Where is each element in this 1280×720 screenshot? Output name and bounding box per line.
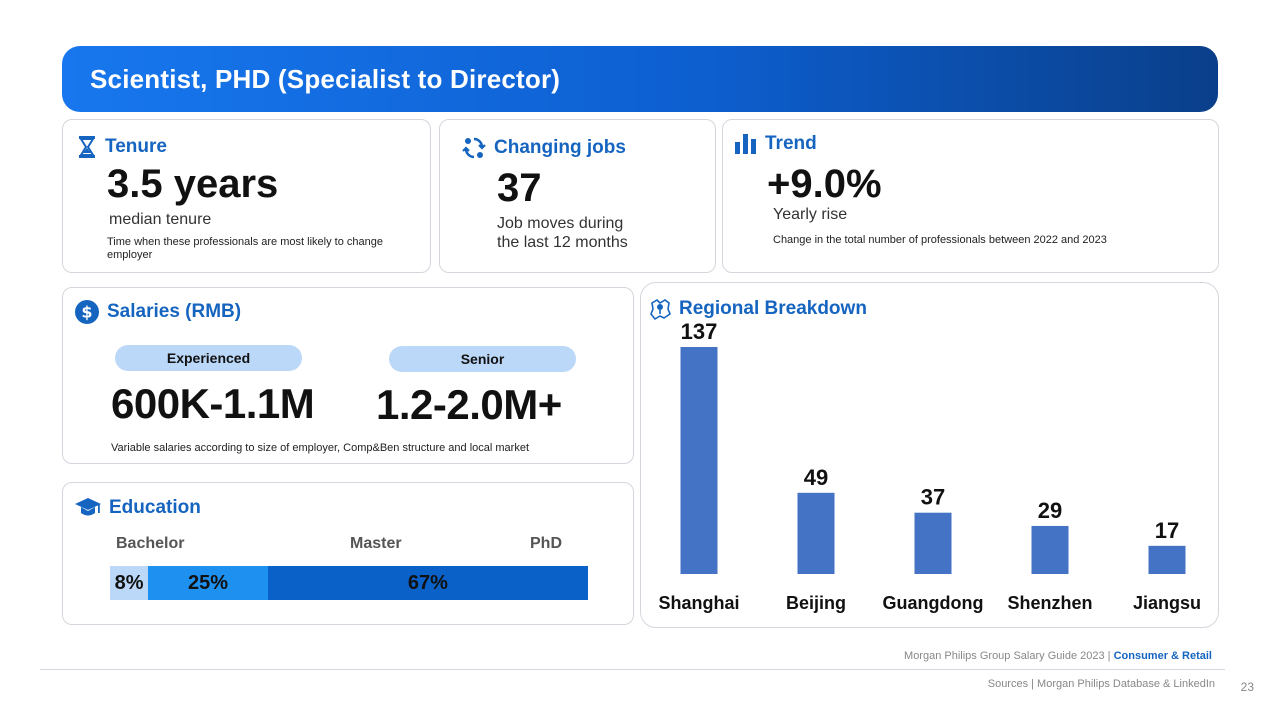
education-label-master: Master [350, 535, 402, 552]
bar-jiangsu [1148, 545, 1186, 574]
changing-jobs-title: Changing jobs [462, 136, 626, 160]
footer-sources: Sources | Morgan Philips Database & Link… [987, 678, 1215, 690]
map-pin-icon [649, 297, 671, 321]
bar-value-label: 137 [681, 319, 718, 344]
category-label: Beijing [786, 593, 846, 613]
trend-note: Change in the total number of profession… [773, 234, 1107, 246]
hourglass-icon [77, 136, 97, 158]
changing-jobs-value: 37 [497, 166, 542, 210]
tenure-label: median tenure [109, 211, 212, 228]
tenure-title-label: Tenure [105, 136, 167, 157]
graduation-cap-icon [75, 496, 101, 520]
footer-guide-accent: Consumer & Retail [1113, 650, 1212, 662]
footer-guide-text: Morgan Philips Group Salary Guide 2023 | [904, 650, 1111, 662]
changing-jobs-label-1: Job moves during [497, 215, 624, 232]
footer-divider [40, 669, 1225, 670]
category-label: Guangdong [883, 593, 984, 613]
experienced-pill: Experienced [115, 345, 302, 371]
education-title: Education [75, 496, 201, 520]
tenure-title: Tenure [77, 136, 167, 158]
salaries-card: $ Salaries (RMB) Experienced Senior 600K… [62, 287, 634, 464]
education-segment-bachelor: 8% [110, 566, 149, 600]
salaries-note: Variable salaries according to size of e… [111, 442, 529, 454]
regional-bar-chart: 137 Shanghai 49 Beijing 37 Guangdong 29 Shenzhe… [658, 319, 1201, 613]
bar-value-label: 17 [1155, 518, 1179, 543]
bar-value-label: 37 [921, 485, 945, 510]
senior-salary: 1.2-2.0M+ [376, 381, 562, 428]
regional-title-label: Regional Breakdown [679, 298, 867, 319]
bar-value-label: 49 [804, 465, 828, 490]
education-card: Education [62, 482, 634, 625]
education-stacked-bar: 8% 25% 67% [110, 566, 588, 600]
tenure-value: 3.5 years [107, 162, 279, 206]
page-title: Scientist, PHD (Specialist to Director) [90, 63, 561, 94]
changing-jobs-label-2: the last 12 months [497, 234, 628, 251]
bar-value-label: 29 [1038, 498, 1062, 523]
dollar-icon: $ [75, 300, 99, 324]
exchange-arrows-icon [462, 136, 486, 160]
bar-chart-icon [735, 134, 757, 154]
category-label: Jiangsu [1133, 593, 1201, 613]
category-label: Shenzhen [1007, 593, 1092, 613]
bar-beijing [797, 492, 835, 574]
trend-title: Trend [735, 133, 817, 155]
trend-label: Yearly rise [773, 206, 848, 223]
page-number: 23 [1240, 680, 1254, 694]
education-segment-phd: 67% [267, 566, 588, 600]
senior-pill: Senior [389, 346, 576, 372]
category-label: Shanghai [658, 593, 739, 613]
bar-shenzhen [1031, 525, 1069, 574]
salaries-title: $ Salaries (RMB) [75, 300, 241, 324]
trend-title-label: Trend [765, 133, 817, 154]
bar-shanghai [680, 347, 718, 574]
education-segment-master: 25% [148, 566, 268, 600]
bar-guangdong [914, 512, 952, 574]
education-label-phd: PhD [530, 535, 562, 552]
footer-guide: Morgan Philips Group Salary Guide 2023 |… [904, 650, 1212, 662]
changing-jobs-title-label: Changing jobs [494, 137, 626, 158]
tenure-card: Tenure 3.5 years median tenure Time when… [62, 119, 431, 273]
education-title-label: Education [109, 497, 201, 518]
education-label-bachelor: Bachelor [116, 535, 185, 552]
regional-title: Regional Breakdown [649, 297, 867, 321]
svg-text:$: $ [81, 303, 92, 322]
tenure-note: Time when these professionals are most l… [107, 236, 383, 261]
experienced-salary: 600K-1.1M [111, 380, 315, 427]
changing-jobs-card: Changing jobs 37 Job moves during the la… [439, 119, 716, 273]
trend-card: Trend +9.0% Yearly rise Change in the to… [722, 119, 1219, 273]
page-header: Scientist, PHD (Specialist to Director) [62, 46, 1218, 112]
salaries-title-label: Salaries (RMB) [107, 301, 242, 322]
trend-value: +9.0% [767, 162, 882, 206]
